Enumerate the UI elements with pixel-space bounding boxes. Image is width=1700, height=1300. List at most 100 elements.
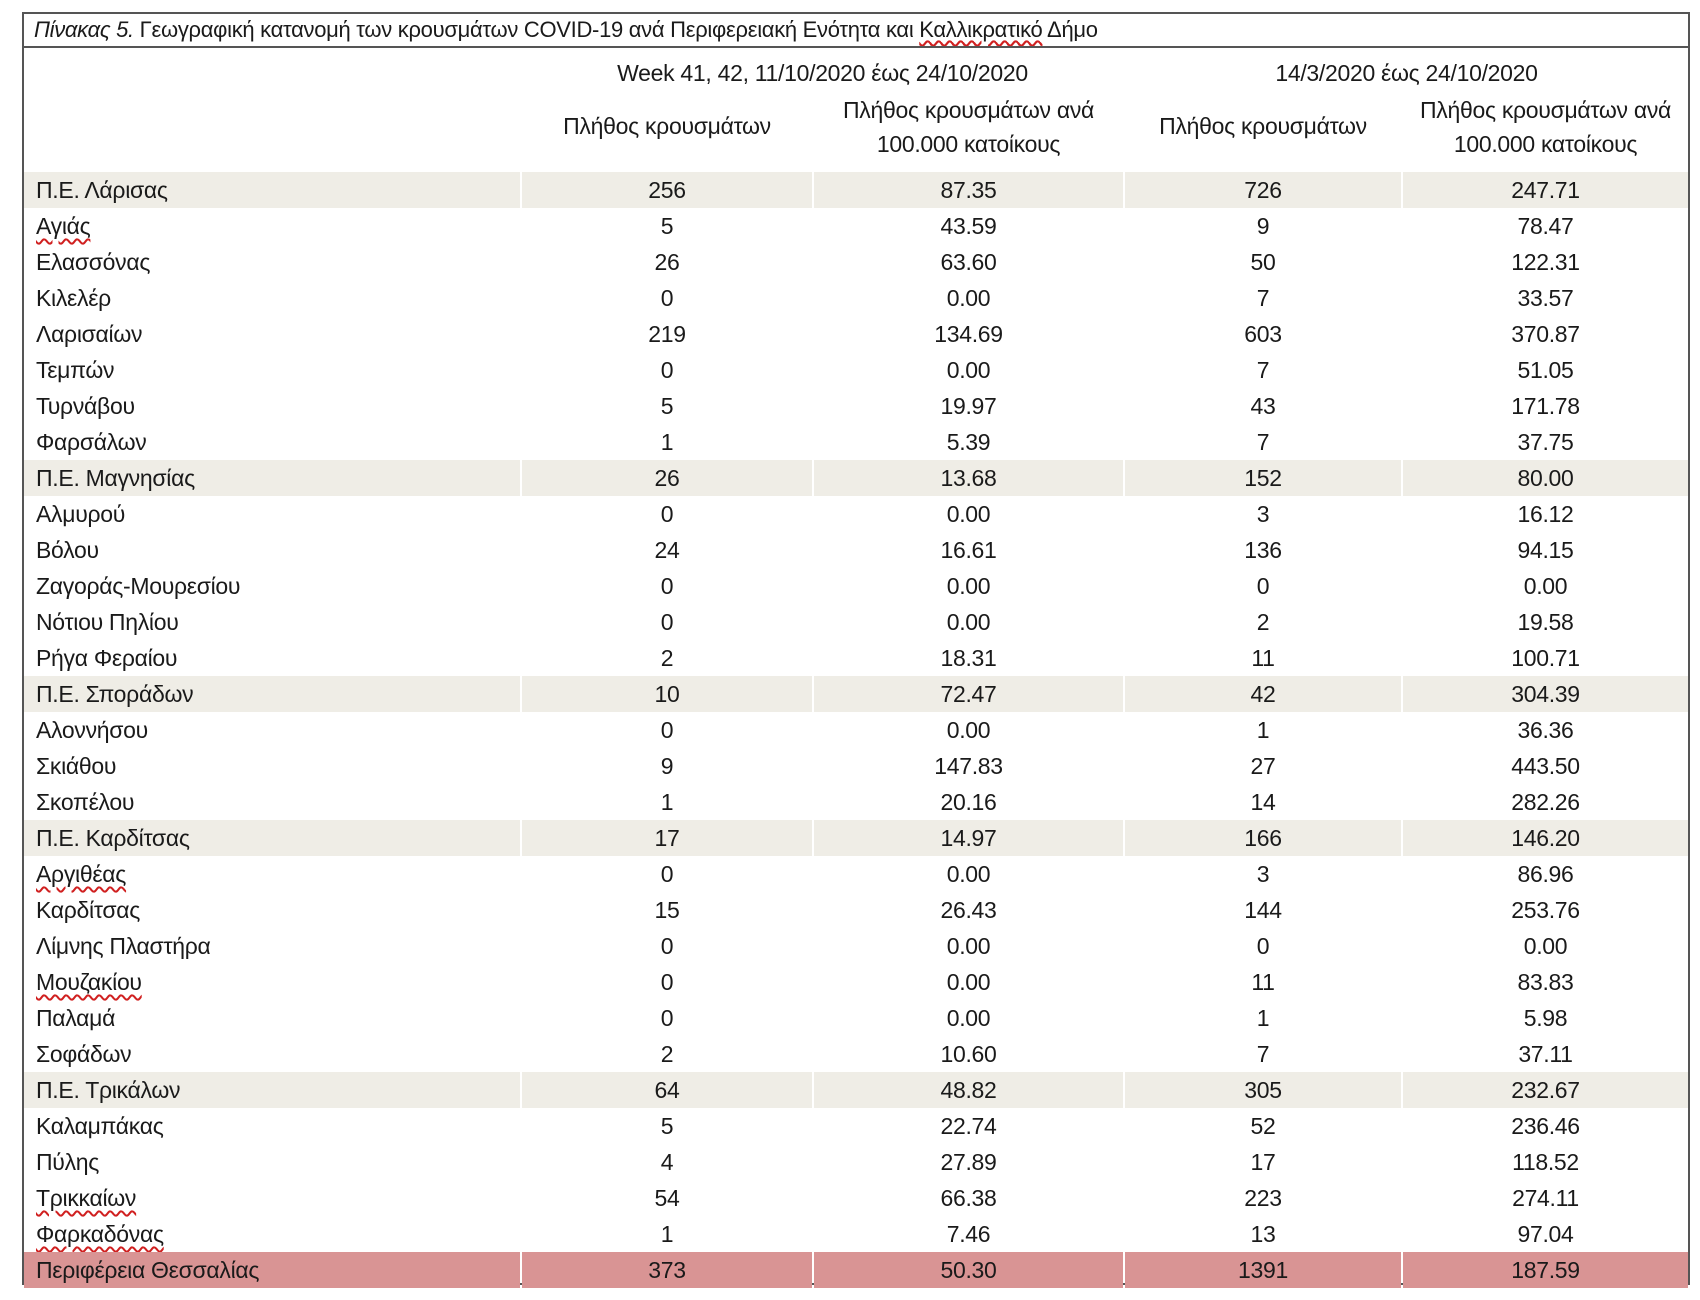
row-name: Π.Ε. Τρικάλων bbox=[36, 1077, 181, 1103]
total-row: Περιφέρεια Θεσσαλίας 373 50.30 1391 187.59 bbox=[24, 1252, 1688, 1288]
period1-count-cell: 256 bbox=[522, 172, 812, 208]
period2-count-cell: 3 bbox=[1125, 496, 1401, 532]
period2-count-cell: 43 bbox=[1125, 388, 1401, 424]
period1-rate: 10.60 bbox=[940, 1041, 997, 1067]
period2-count-cell: 1 bbox=[1125, 1000, 1401, 1036]
period1-count-cell: 373 bbox=[522, 1252, 812, 1288]
row-name-cell: Κιλελέρ bbox=[24, 280, 520, 316]
municipality-row: Καλαμπάκας 5 22.74 52 236.46 bbox=[24, 1108, 1688, 1144]
period1-rate: 0.00 bbox=[946, 573, 991, 599]
period2-count-cell: 17 bbox=[1125, 1144, 1401, 1180]
period1-rate-cell: 134.69 bbox=[814, 316, 1123, 352]
period2-rate-cell: 86.96 bbox=[1403, 856, 1688, 892]
period2-count-cell: 7 bbox=[1125, 424, 1401, 460]
period1-count: 5 bbox=[660, 213, 674, 239]
period2-rate: 253.76 bbox=[1511, 897, 1580, 923]
period1-header: Week 41, 42, 11/10/2020 έως 24/10/2020 bbox=[617, 60, 1028, 86]
period2-count-cell: 3 bbox=[1125, 856, 1401, 892]
period1-count: 9 bbox=[660, 753, 674, 779]
period2-rate: 232.67 bbox=[1511, 1077, 1580, 1103]
period2-rate: 187.59 bbox=[1511, 1257, 1580, 1283]
period2-rate: 51.05 bbox=[1517, 357, 1574, 383]
row-name: Π.Ε. Λάρισας bbox=[36, 177, 168, 203]
row-name: Αλμυρού bbox=[36, 501, 126, 527]
period2-rate-cell: 370.87 bbox=[1403, 316, 1688, 352]
row-name-cell: Λίμνης Πλαστήρα bbox=[24, 928, 520, 964]
period2-count: 305 bbox=[1244, 1077, 1282, 1103]
row-name: Μουζακίου bbox=[36, 969, 142, 995]
period1-count-cell: 0 bbox=[522, 352, 812, 388]
row-name-cell: Αγιάς bbox=[24, 208, 520, 244]
municipality-row: Φαρσάλων 1 5.39 7 37.75 bbox=[24, 424, 1688, 460]
period1-rate-cell: 0.00 bbox=[814, 352, 1123, 388]
period2-rate-cell: 83.83 bbox=[1403, 964, 1688, 1000]
municipality-row: Λίμνης Πλαστήρα 0 0.00 0 0.00 bbox=[24, 928, 1688, 964]
period1-rate: 0.00 bbox=[946, 1005, 991, 1031]
period1-rate: 20.16 bbox=[940, 789, 997, 815]
period1-rate-cell: 0.00 bbox=[814, 280, 1123, 316]
period2-rate-cell: 253.76 bbox=[1403, 892, 1688, 928]
row-name: Ρήγα Φεραίου bbox=[36, 645, 178, 671]
regional-unit-row: Π.Ε. Λάρισας 256 87.35 726 247.71 bbox=[24, 172, 1688, 208]
period2-rate: 247.71 bbox=[1511, 177, 1580, 203]
row-name: Περιφέρεια Θεσσαλίας bbox=[36, 1257, 260, 1283]
period2-count: 152 bbox=[1244, 465, 1282, 491]
period1-rate-cell: 7.46 bbox=[814, 1216, 1123, 1252]
period1-count-cell: 1 bbox=[522, 784, 812, 820]
period2-rate-cell: 304.39 bbox=[1403, 676, 1688, 712]
municipality-row: Αγιάς 5 43.59 9 78.47 bbox=[24, 208, 1688, 244]
period1-rate: 134.69 bbox=[934, 321, 1003, 347]
period1-rate: 19.97 bbox=[940, 393, 997, 419]
municipality-row: Ρήγα Φεραίου 2 18.31 11 100.71 bbox=[24, 640, 1688, 676]
row-name-cell: Σκοπέλου bbox=[24, 784, 520, 820]
row-name-cell: Τρικκαίων bbox=[24, 1180, 520, 1216]
period1-count-cell: 5 bbox=[522, 208, 812, 244]
period2-rate-cell: 36.36 bbox=[1403, 712, 1688, 748]
period2-rate-header-line2: 100.000 κατοίκους bbox=[1453, 131, 1638, 157]
period1-count-cell: 1 bbox=[522, 1216, 812, 1252]
period2-count: 9 bbox=[1256, 213, 1270, 239]
row-name: Π.Ε. Καρδίτσας bbox=[36, 825, 190, 851]
row-name: Αλοννήσου bbox=[36, 717, 148, 743]
period1-rate-cell: 18.31 bbox=[814, 640, 1123, 676]
period1-rate: 0.00 bbox=[946, 609, 991, 635]
row-name-cell: Αλοννήσου bbox=[24, 712, 520, 748]
period2-rate-cell: 122.31 bbox=[1403, 244, 1688, 280]
row-name: Σοφάδων bbox=[36, 1041, 132, 1067]
municipality-row: Τυρνάβου 5 19.97 43 171.78 bbox=[24, 388, 1688, 424]
period2-rate: 304.39 bbox=[1511, 681, 1580, 707]
period2-rate-cell: 247.71 bbox=[1403, 172, 1688, 208]
caption-text-after: Δήμο bbox=[1042, 17, 1098, 42]
municipality-row: Σοφάδων 2 10.60 7 37.11 bbox=[24, 1036, 1688, 1072]
period2-count-cell: 0 bbox=[1125, 568, 1401, 604]
row-name: Αγιάς bbox=[36, 213, 91, 239]
period1-rate: 18.31 bbox=[940, 645, 997, 671]
period1-count: 2 bbox=[660, 1041, 674, 1067]
period1-rate: 147.83 bbox=[934, 753, 1003, 779]
period2-rate: 274.11 bbox=[1512, 1185, 1579, 1211]
period1-count: 26 bbox=[654, 249, 680, 275]
municipality-row: Κιλελέρ 0 0.00 7 33.57 bbox=[24, 280, 1688, 316]
period1-count: 0 bbox=[660, 861, 674, 887]
row-name: Αργιθέας bbox=[36, 861, 127, 887]
period1-count-cell: 0 bbox=[522, 712, 812, 748]
row-name-cell: Π.Ε. Λάρισας bbox=[24, 172, 520, 208]
period1-count-cell: 15 bbox=[522, 892, 812, 928]
municipality-row: Σκοπέλου 1 20.16 14 282.26 bbox=[24, 784, 1688, 820]
period1-count-cell: 219 bbox=[522, 316, 812, 352]
period1-count-cell: 0 bbox=[522, 856, 812, 892]
period1-rate: 26.43 bbox=[940, 897, 997, 923]
period1-rate-cell: 27.89 bbox=[814, 1144, 1123, 1180]
municipality-row: Λαρισαίων 219 134.69 603 370.87 bbox=[24, 316, 1688, 352]
period2-count-cell: 0 bbox=[1125, 928, 1401, 964]
period1-count: 5 bbox=[660, 393, 674, 419]
row-name-cell: Αργιθέας bbox=[24, 856, 520, 892]
period1-rate-cell: 87.35 bbox=[814, 172, 1123, 208]
period1-count-cell: 2 bbox=[522, 1036, 812, 1072]
period2-count: 14 bbox=[1250, 789, 1276, 815]
period1-rate-cell: 16.61 bbox=[814, 532, 1123, 568]
period1-count: 26 bbox=[654, 465, 680, 491]
period1-count-cell: 64 bbox=[522, 1072, 812, 1108]
period2-rate: 171.78 bbox=[1511, 393, 1580, 419]
period2-header: 14/3/2020 έως 24/10/2020 bbox=[1275, 60, 1538, 86]
